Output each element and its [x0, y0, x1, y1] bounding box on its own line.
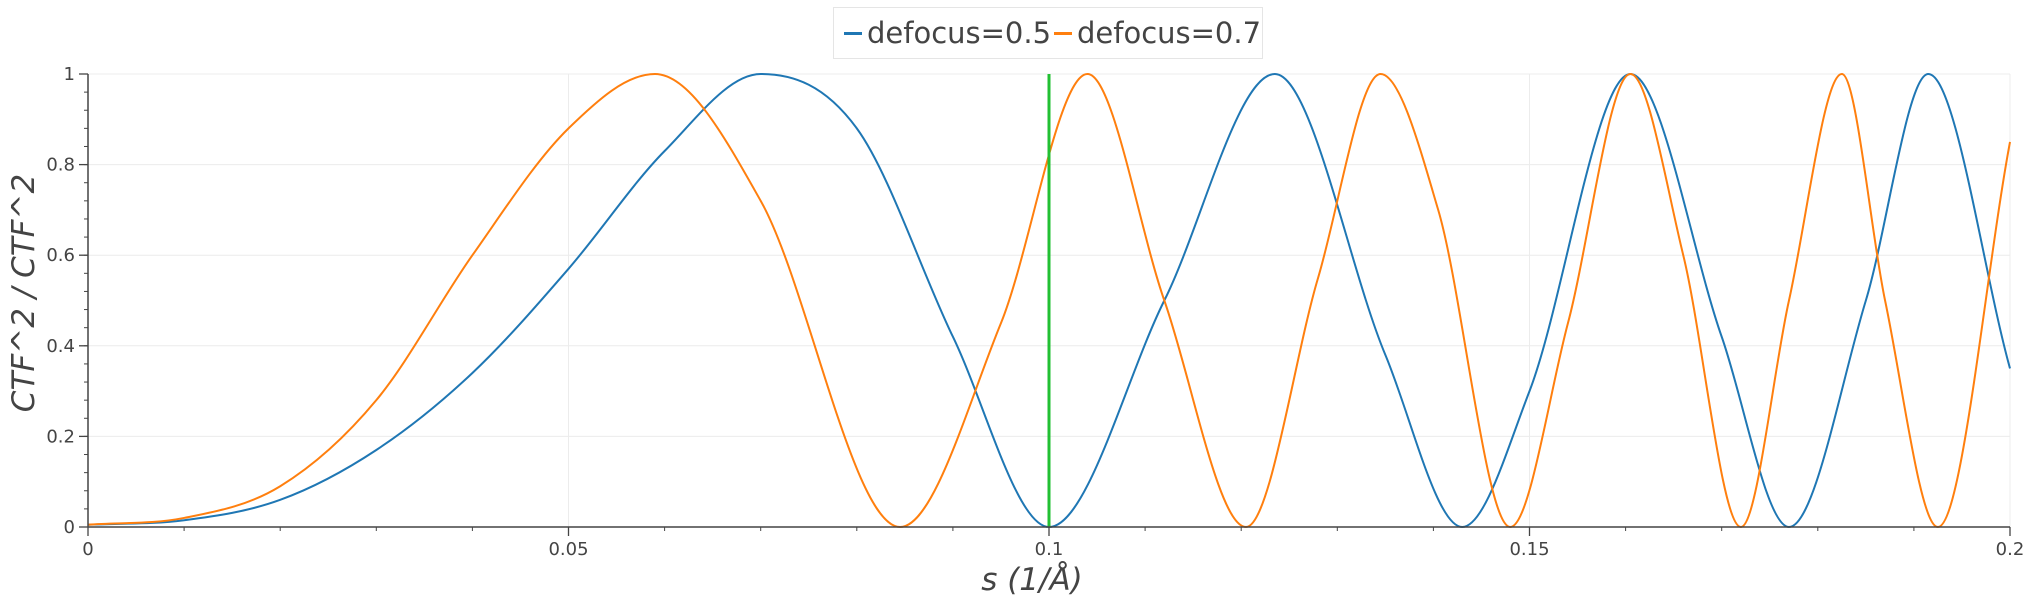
legend-swatch-0 [844, 31, 862, 35]
y-tick-label-4: 0.8 [46, 155, 75, 176]
legend-item-1: defocus=0.7 [1054, 8, 1261, 58]
x-tick-label-2: 0.1 [1035, 539, 1064, 560]
legend: defocus=0.5 defocus=0.7 [833, 7, 1263, 59]
legend-item-0: defocus=0.5 [844, 8, 1051, 58]
y-axis-title: CTF^2 / CTF^2 [6, 174, 42, 412]
legend-label-0: defocus=0.5 [867, 16, 1052, 50]
x-tick-label-4: 0.2 [1996, 539, 2025, 560]
y-tick-label-5: 1 [64, 64, 75, 85]
series-line-1 [87, 73, 2011, 528]
y-tick-label-1: 0.2 [46, 426, 75, 447]
x-tick-label-3: 0.15 [1509, 539, 1549, 560]
y-tick-label-0: 0 [64, 517, 75, 538]
legend-label-1: defocus=0.7 [1077, 16, 1262, 50]
axes: 0 0.05 0.1 0.15 0.2 0 0.2 0.4 0.6 0.8 1 [46, 64, 2024, 560]
x-axis-title: s (1/Å) [981, 562, 1083, 598]
x-tick-label-0: 0 [82, 539, 93, 560]
y-tick-label-3: 0.6 [46, 245, 75, 266]
x-tick-label-1: 0.05 [548, 539, 588, 560]
y-tick-label-2: 0.4 [46, 336, 75, 357]
legend-swatch-1 [1054, 31, 1072, 35]
